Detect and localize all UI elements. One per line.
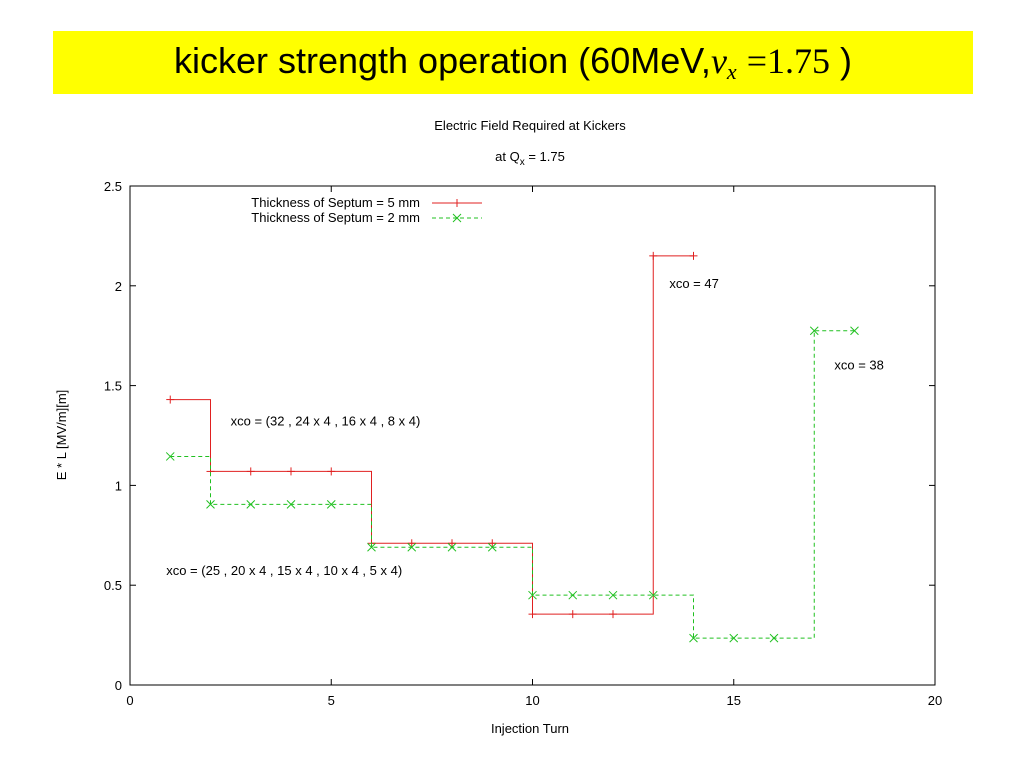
data-point	[452, 213, 462, 223]
annotation-label: xco = (32 , 24 x 4 , 16 x 4 , 8 x 4)	[231, 414, 421, 429]
series-septum-2mm	[165, 326, 859, 643]
data-point	[165, 452, 175, 461]
y-tick-label: 0	[115, 678, 122, 693]
data-point	[769, 633, 779, 643]
data-point	[809, 326, 819, 336]
y-tick-label: 2.5	[104, 179, 122, 194]
annotation-label: xco = 47	[669, 276, 719, 291]
data-point	[528, 590, 537, 600]
point-stroke	[206, 500, 215, 509]
data-point	[407, 539, 416, 548]
point-stroke	[850, 326, 859, 336]
point-stroke	[367, 542, 376, 552]
data-point	[609, 610, 617, 619]
nu-symbol: νx	[710, 41, 737, 84]
data-point	[729, 633, 739, 643]
x-tick-label: 0	[126, 693, 133, 708]
point-stroke	[528, 590, 537, 600]
data-point	[850, 326, 859, 336]
y-tick-label: 1.5	[104, 379, 122, 394]
title-banner: kicker strength operation (60MeV,νx =1.7…	[53, 31, 973, 94]
y-axis-label: E * L [MV/m][m]	[54, 390, 69, 481]
title-value: 1.75	[767, 41, 831, 81]
data-point	[206, 500, 215, 509]
data-point	[166, 395, 175, 404]
series-layer	[165, 251, 859, 643]
legend-label: Thickness of Septum = 2 mm	[251, 210, 420, 225]
data-point	[367, 542, 376, 552]
data-point	[689, 251, 698, 260]
data-point	[447, 542, 457, 552]
data-point	[287, 467, 295, 476]
point-stroke	[407, 542, 417, 552]
point-stroke	[689, 633, 698, 643]
point-stroke	[286, 500, 296, 509]
x-tick-label: 15	[727, 693, 741, 708]
point-stroke	[326, 500, 336, 509]
data-point	[648, 590, 658, 600]
slide-title: kicker strength operation (60MeV,νx =1.7…	[174, 40, 852, 85]
data-point	[326, 500, 336, 509]
y-tick-label: 1	[115, 478, 122, 493]
point-stroke	[608, 590, 618, 600]
point-stroke	[487, 542, 497, 552]
series-line	[170, 255, 694, 615]
x-tick-label: 10	[525, 693, 539, 708]
legend-label: Thickness of Septum = 5 mm	[251, 195, 420, 210]
chart-subtitle: at Qx = 1.75	[495, 149, 565, 168]
title-prefix: kicker strength operation (60MeV,	[173, 40, 711, 81]
data-point	[488, 539, 497, 548]
point-stroke	[246, 500, 256, 509]
x-axis-label: Injection Turn	[491, 721, 569, 736]
data-point	[649, 251, 658, 260]
point-stroke	[447, 542, 457, 552]
series-line	[170, 330, 855, 639]
point-stroke	[729, 633, 739, 643]
annotations-layer: xco = (32 , 24 x 4 , 16 x 4 , 8 x 4) xco …	[166, 276, 884, 578]
point-stroke	[452, 213, 462, 223]
data-point	[528, 610, 537, 619]
title-suffix: )	[830, 40, 853, 81]
annotation-label: xco = (25 , 20 x 4 , 15 x 4 , 10 x 4 , 5…	[166, 563, 402, 578]
data-point	[407, 542, 417, 552]
data-point	[608, 590, 618, 600]
annotation-label: xco = 38	[834, 358, 884, 373]
data-point	[689, 633, 698, 643]
point-stroke	[568, 590, 578, 600]
data-point	[327, 467, 336, 476]
x-tick-label: 5	[328, 693, 335, 708]
equals-sign: =	[746, 41, 768, 81]
y-tick-label: 2	[115, 279, 122, 294]
data-point	[246, 500, 256, 509]
y-tick-label: 0.5	[104, 578, 122, 593]
point-stroke	[809, 326, 819, 336]
data-point	[487, 542, 497, 552]
axes-layer: 0 5 10 15 20 0 0.5 1 1.5 2 2.5	[104, 179, 942, 708]
data-point	[246, 467, 255, 476]
data-point	[448, 539, 456, 548]
x-tick-label: 20	[928, 693, 942, 708]
data-point	[568, 590, 578, 600]
nu-subscript: x	[726, 59, 737, 84]
data-point	[568, 610, 577, 619]
subtitle-subscript: x	[520, 157, 525, 168]
chart-title: Electric Field Required at Kickers	[434, 118, 626, 133]
point-stroke	[769, 633, 779, 643]
data-point	[453, 199, 461, 207]
point-stroke	[648, 590, 658, 600]
data-point	[286, 500, 296, 509]
point-stroke	[165, 452, 175, 461]
